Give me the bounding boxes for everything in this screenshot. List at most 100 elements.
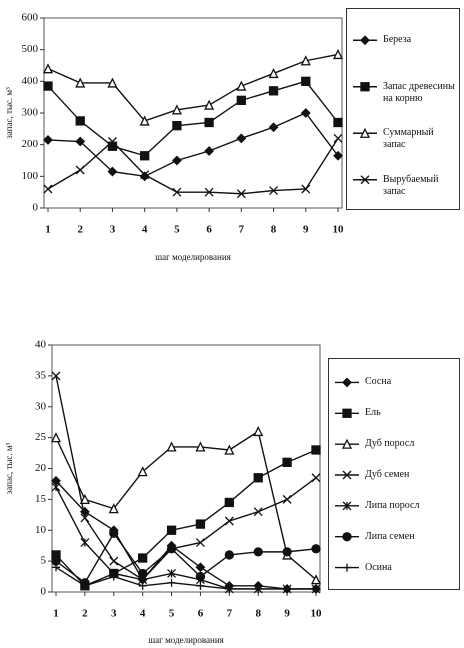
marker (333, 150, 343, 161)
marker (204, 187, 214, 197)
y-tick-label: 40 (35, 339, 47, 351)
marker (282, 457, 292, 467)
marker (311, 445, 321, 455)
y-tick-label: 5 (41, 555, 47, 567)
marker (107, 137, 117, 146)
marker (75, 136, 86, 147)
marker (310, 574, 322, 585)
marker (52, 563, 60, 572)
marker (43, 81, 53, 91)
marker (204, 99, 215, 110)
marker (166, 544, 177, 554)
series-line (47, 137, 339, 195)
x-tick-label: 7 (239, 224, 245, 236)
marker (236, 95, 246, 105)
marker (282, 494, 292, 504)
marker (171, 104, 182, 115)
marker (108, 503, 119, 514)
x-axis-title: шаг моделирования (155, 252, 231, 262)
legend-label: Липа семен (365, 530, 415, 542)
marker (172, 187, 182, 197)
x-tick-label: 3 (110, 224, 116, 236)
marker (360, 35, 370, 46)
marker (311, 544, 321, 554)
marker (43, 184, 53, 194)
marker (50, 432, 62, 443)
marker (236, 80, 247, 91)
marker (204, 117, 214, 128)
series-line (47, 80, 339, 157)
marker (269, 186, 279, 196)
marker (268, 67, 279, 79)
marker (138, 553, 148, 563)
marker (312, 584, 320, 593)
series-line (55, 375, 317, 581)
marker (109, 572, 118, 581)
legend-label: Липа поросл (365, 499, 420, 511)
x-tick-label: 5 (174, 224, 180, 236)
y-tick-label: 25 (35, 431, 47, 443)
marker (167, 578, 176, 587)
marker (166, 441, 177, 452)
x-tick-label: 10 (311, 608, 323, 620)
marker (283, 584, 292, 593)
marker (224, 516, 234, 526)
series-line (47, 53, 339, 122)
marker (109, 528, 119, 538)
y-axis-title: запас, тыс. м³ (4, 442, 14, 494)
marker (75, 116, 85, 126)
marker (196, 581, 205, 590)
marker (140, 151, 150, 161)
marker (80, 538, 90, 548)
series-line (47, 112, 339, 178)
series-line (55, 532, 317, 584)
marker (80, 513, 90, 523)
marker (301, 184, 311, 194)
marker (109, 556, 119, 566)
y-tick-label: 35 (35, 369, 47, 381)
marker (342, 470, 352, 480)
marker (51, 482, 61, 492)
y-axis-title: запас, тыс. м³ (4, 87, 14, 139)
marker (195, 538, 205, 548)
legend-symbols (335, 377, 359, 572)
x-tick-label: 4 (140, 608, 146, 620)
marker (268, 86, 279, 96)
y-tick-label: 30 (35, 400, 47, 412)
marker (342, 408, 352, 418)
marker (80, 581, 89, 590)
legend-label: Сосна (365, 376, 392, 388)
legend-symbols (353, 35, 377, 185)
marker (204, 146, 215, 156)
marker (254, 584, 263, 593)
x-tick-label: 3 (111, 608, 117, 620)
legend: Сосна Ель Дуб поросл Дуб семен Липа поросл Ли… (328, 358, 460, 590)
marker (171, 155, 182, 166)
marker (253, 425, 264, 437)
marker (342, 501, 352, 511)
marker (341, 438, 353, 449)
marker (140, 170, 150, 180)
y-tick-label: 10 (35, 524, 47, 536)
x-tick-label: 8 (255, 608, 261, 620)
marker (107, 77, 118, 88)
marker (137, 466, 148, 477)
marker (138, 581, 147, 590)
series-line (55, 449, 317, 587)
marker (166, 525, 177, 535)
x-tick-label: 1 (45, 224, 51, 236)
marker (195, 441, 206, 452)
legend-label: Суммарный запас (383, 127, 434, 151)
legend-label: Осина (365, 561, 392, 573)
legend-label: Запас древесины на корню (383, 80, 455, 104)
marker (107, 166, 118, 177)
x-tick-label: 7 (227, 608, 233, 620)
x-tick-label: 10 (333, 224, 345, 236)
x-tick-label: 6 (198, 608, 204, 620)
marker (359, 127, 371, 138)
marker (172, 121, 182, 131)
x-tick-label: 9 (284, 608, 290, 620)
y-tick-label: 500 (22, 43, 39, 55)
